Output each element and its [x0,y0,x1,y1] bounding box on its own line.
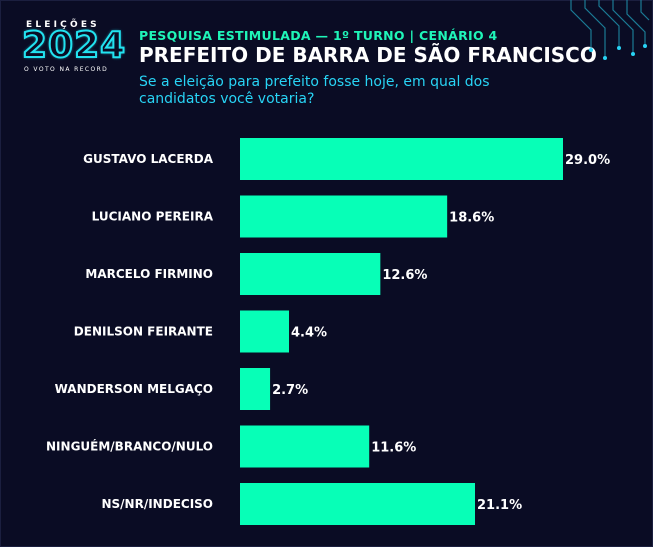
category-label: DENILSON FEIRANTE [74,325,213,339]
logo-top-text: ELEIÇÕES [26,20,100,30]
chart-question: Se a eleição para prefeito fosse hoje, e… [139,74,490,107]
category-label: NS/NR/INDECISO [101,497,213,511]
value-label: 2.7% [272,383,308,398]
value-label: 18.6% [449,211,494,226]
value-label: 11.6% [371,441,416,456]
value-label: 29.0% [565,153,610,168]
category-label: GUSTAVO LACERDA [83,152,214,166]
bar [240,138,563,180]
bar [240,483,476,525]
category-label: WANDERSON MELGAÇO [55,382,213,396]
value-label: 21.1% [477,498,522,513]
category-label: LUCIANO PEREIRA [92,210,214,224]
bar [240,195,448,238]
bar [240,253,381,295]
circuit-decoration-icon [570,0,650,60]
chart-kicker: PESQUISA ESTIMULADA — 1º TURNO | CENÁRIO… [139,28,498,43]
eleicoes-2024-logo: ELEIÇÕES 2024 O VOTO NA RECORD [21,20,128,76]
bar [240,425,370,468]
logo-tagline: O VOTO NA RECORD [24,66,109,73]
chart-title: PREFEITO DE BARRA DE SÃO FRANCISCO [139,43,597,67]
bar [240,368,271,410]
logo-year: 2024 [21,25,127,66]
category-label: MARCELO FIRMINO [85,267,213,281]
bar [240,310,290,353]
category-label: NINGUÉM/BRANCO/NULO [46,439,213,454]
value-label: 12.6% [382,268,427,283]
value-label: 4.4% [291,326,327,341]
